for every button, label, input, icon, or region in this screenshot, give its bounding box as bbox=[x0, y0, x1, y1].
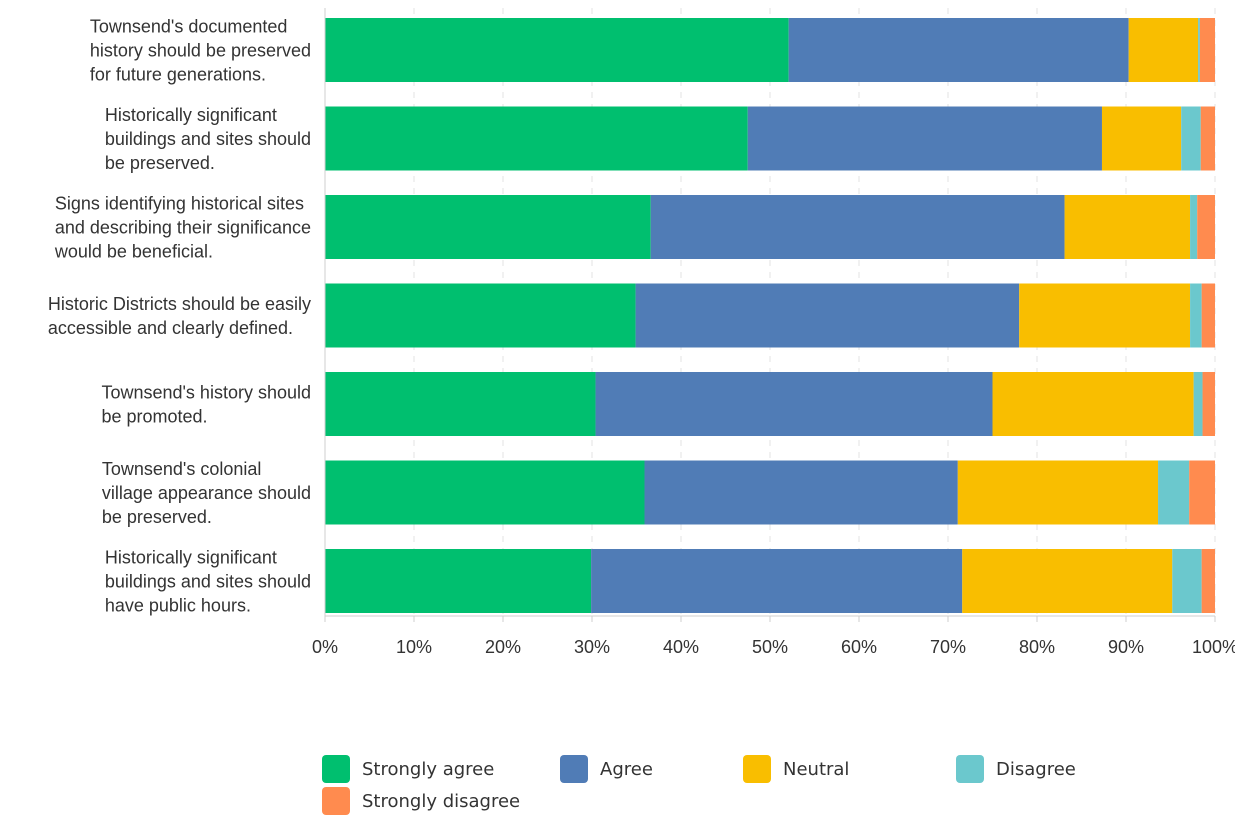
bar-segment-neutral bbox=[1101, 106, 1182, 171]
bar-segment-strongly-disagree bbox=[1197, 195, 1215, 259]
x-tick-label: 80% bbox=[1019, 637, 1055, 657]
bar-segment-disagree bbox=[1158, 460, 1190, 525]
axes bbox=[324, 8, 1216, 622]
legend-label: Disagree bbox=[996, 758, 1076, 780]
x-tick-label: 10% bbox=[396, 637, 432, 657]
bar-segment-strongly-agree bbox=[325, 195, 651, 259]
x-tick-labels: 0% 10% 20% 30% 40% 50% 60% 70% 80% 90% 100% bbox=[312, 637, 1235, 657]
bar-segment-agree bbox=[644, 460, 958, 525]
legend-item-neutral: Neutral bbox=[743, 754, 849, 784]
bar-segment-neutral bbox=[957, 460, 1159, 525]
legend-item-agree: Agree bbox=[560, 754, 653, 784]
bar-segment-disagree bbox=[1190, 195, 1198, 259]
bar-segment-disagree bbox=[1198, 18, 1200, 82]
legend-swatch bbox=[956, 755, 984, 783]
x-tick-label: 100% bbox=[1192, 637, 1235, 657]
x-tick-label: 0% bbox=[312, 637, 338, 657]
bar-segment-agree bbox=[635, 283, 1020, 348]
legend-label: Strongly agree bbox=[362, 758, 495, 780]
legend-item-strongly-disagree: Strongly disagree bbox=[322, 786, 520, 816]
legend-swatch bbox=[322, 755, 350, 783]
bar-segment-neutral bbox=[1019, 283, 1191, 348]
bar-segment-neutral bbox=[1128, 18, 1199, 82]
category-label: Townsend's history should be promoted. bbox=[101, 383, 311, 427]
bar-segment-strongly-agree bbox=[325, 372, 596, 436]
bar-segment-neutral bbox=[1064, 195, 1191, 259]
legend-label: Neutral bbox=[783, 758, 850, 780]
legend-swatch bbox=[560, 755, 588, 783]
bar-segment-strongly-agree bbox=[325, 106, 748, 171]
bar-segment-strongly-disagree bbox=[1202, 372, 1215, 436]
stacked-bar-chart: 0% 10% 20% 30% 40% 50% 60% 70% 80% 90% 100% Townse… bbox=[48, 8, 1235, 657]
bar-segment-disagree bbox=[1181, 106, 1201, 171]
category-label: Townsend's colonial village appearance sh… bbox=[102, 459, 311, 527]
bar-segment-strongly-disagree bbox=[1201, 549, 1215, 613]
legend-label: Agree bbox=[600, 758, 653, 780]
x-tick-label: 70% bbox=[930, 637, 966, 657]
x-tick-label: 40% bbox=[663, 637, 699, 657]
bar-segment-agree bbox=[650, 195, 1065, 259]
category-labels: Townsend's documented history should be p… bbox=[48, 17, 311, 616]
bar-segment-strongly-disagree bbox=[1200, 106, 1215, 171]
category-label: Historically significant buildings and si… bbox=[105, 548, 311, 616]
bar-segment-strongly-agree bbox=[325, 460, 645, 525]
x-tick-label: 90% bbox=[1108, 637, 1144, 657]
legend-label: Strongly disagree bbox=[362, 790, 521, 812]
bar-segment-disagree bbox=[1190, 283, 1202, 348]
legend-item-strongly-agree: Strongly agree bbox=[322, 754, 494, 784]
legend-swatch bbox=[743, 755, 771, 783]
x-tick-label: 60% bbox=[841, 637, 877, 657]
bar-segment-strongly-agree bbox=[325, 549, 592, 613]
bar-segment-strongly-disagree bbox=[1189, 460, 1215, 525]
bar-segment-agree bbox=[788, 18, 1129, 82]
bar-segment-agree bbox=[591, 549, 963, 613]
bar-segment-strongly-disagree bbox=[1201, 283, 1215, 348]
legend-item-disagree: Disagree bbox=[956, 754, 1076, 784]
bar-segment-strongly-agree bbox=[325, 18, 789, 82]
bar-segment-strongly-agree bbox=[325, 283, 636, 348]
bar-segment-neutral bbox=[992, 372, 1194, 436]
category-label: Townsend's documented history should be p… bbox=[90, 17, 311, 85]
bars bbox=[325, 18, 1215, 613]
bar-segment-strongly-disagree bbox=[1199, 18, 1215, 82]
legend-swatch bbox=[322, 787, 350, 815]
bar-segment-neutral bbox=[962, 549, 1173, 613]
bar-segment-disagree bbox=[1172, 549, 1202, 613]
category-label: Signs identifying historical sites and de… bbox=[54, 194, 311, 262]
x-tick-label: 50% bbox=[752, 637, 788, 657]
bar-segment-disagree bbox=[1193, 372, 1203, 436]
bar-segment-agree bbox=[747, 106, 1102, 171]
bar-segment-agree bbox=[595, 372, 993, 436]
x-tick-label: 30% bbox=[574, 637, 610, 657]
x-tick-label: 20% bbox=[485, 637, 521, 657]
category-label: Historically significant buildings and si… bbox=[105, 105, 311, 173]
category-label: Historic Districts should be easily acces… bbox=[48, 294, 311, 338]
